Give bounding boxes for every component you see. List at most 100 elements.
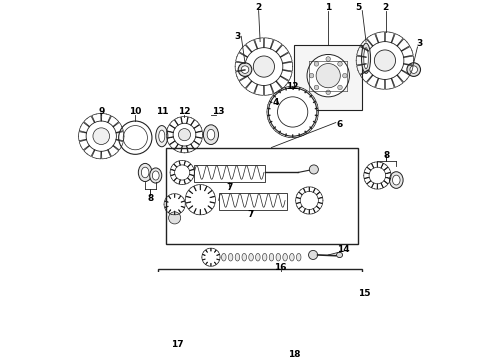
Circle shape: [374, 50, 395, 71]
Ellipse shape: [256, 253, 260, 261]
Text: 5: 5: [355, 3, 362, 12]
Circle shape: [316, 64, 341, 88]
Text: 3: 3: [234, 32, 241, 41]
Circle shape: [227, 285, 255, 312]
Circle shape: [161, 297, 188, 324]
Circle shape: [174, 165, 190, 180]
Text: 12: 12: [287, 82, 299, 91]
Ellipse shape: [221, 253, 226, 261]
Text: 2: 2: [255, 3, 262, 12]
Ellipse shape: [141, 167, 149, 178]
Ellipse shape: [217, 298, 223, 303]
Ellipse shape: [207, 308, 212, 314]
Text: 17: 17: [171, 340, 183, 349]
Text: 15: 15: [358, 289, 371, 298]
Circle shape: [166, 284, 188, 306]
Text: 10: 10: [129, 108, 142, 117]
Circle shape: [307, 54, 349, 97]
Circle shape: [234, 291, 249, 306]
Ellipse shape: [390, 172, 403, 188]
Circle shape: [123, 126, 147, 150]
Ellipse shape: [152, 171, 159, 180]
Ellipse shape: [276, 253, 281, 261]
Circle shape: [309, 251, 318, 260]
Text: 9: 9: [98, 108, 104, 117]
Circle shape: [245, 48, 283, 85]
Circle shape: [86, 121, 117, 151]
Circle shape: [338, 62, 342, 66]
Ellipse shape: [249, 253, 253, 261]
Circle shape: [178, 129, 191, 141]
Circle shape: [238, 63, 252, 76]
Circle shape: [338, 85, 342, 90]
Ellipse shape: [269, 253, 274, 261]
Text: 8: 8: [383, 150, 390, 159]
Text: 8: 8: [147, 194, 153, 203]
Text: 3: 3: [416, 39, 423, 48]
Ellipse shape: [337, 252, 343, 258]
Circle shape: [343, 73, 347, 78]
Text: 12: 12: [178, 108, 191, 117]
Bar: [226, 275, 332, 343]
Ellipse shape: [276, 97, 287, 104]
Bar: [195, 165, 265, 181]
Ellipse shape: [228, 253, 233, 261]
Ellipse shape: [149, 168, 162, 183]
Ellipse shape: [242, 253, 246, 261]
Text: 7: 7: [227, 183, 233, 192]
Ellipse shape: [296, 253, 301, 261]
Circle shape: [93, 128, 110, 144]
Circle shape: [173, 123, 196, 146]
Text: 18: 18: [288, 350, 300, 359]
Circle shape: [119, 121, 152, 154]
Ellipse shape: [283, 253, 287, 261]
Circle shape: [309, 165, 318, 174]
Ellipse shape: [159, 130, 165, 142]
Ellipse shape: [207, 287, 212, 293]
Circle shape: [314, 62, 319, 66]
Circle shape: [274, 103, 284, 113]
Bar: [219, 193, 287, 210]
Text: 2: 2: [382, 3, 388, 12]
Circle shape: [366, 42, 404, 80]
Circle shape: [253, 56, 274, 77]
Bar: [158, 269, 362, 356]
Text: 11: 11: [155, 108, 168, 117]
Text: 4: 4: [272, 98, 278, 107]
Text: 14: 14: [337, 245, 350, 254]
Text: 13: 13: [212, 108, 225, 117]
Circle shape: [410, 66, 417, 73]
Circle shape: [407, 63, 420, 76]
Circle shape: [309, 73, 314, 78]
Bar: [166, 148, 359, 244]
Circle shape: [269, 88, 317, 136]
Ellipse shape: [138, 163, 152, 181]
Ellipse shape: [290, 253, 294, 261]
Text: 7: 7: [248, 210, 254, 219]
Ellipse shape: [263, 253, 267, 261]
Ellipse shape: [392, 175, 400, 185]
Circle shape: [241, 66, 249, 73]
Polygon shape: [260, 288, 317, 312]
Ellipse shape: [156, 126, 168, 147]
Ellipse shape: [207, 129, 215, 140]
Text: 16: 16: [274, 262, 287, 271]
Circle shape: [369, 167, 386, 184]
Circle shape: [314, 85, 319, 90]
Bar: [188, 352, 396, 360]
Circle shape: [205, 296, 214, 305]
Circle shape: [277, 97, 308, 127]
Circle shape: [322, 295, 330, 303]
Circle shape: [160, 278, 194, 312]
Ellipse shape: [196, 298, 202, 303]
Bar: [294, 45, 362, 110]
Ellipse shape: [203, 125, 219, 144]
Circle shape: [300, 192, 318, 210]
Circle shape: [326, 90, 330, 95]
Circle shape: [326, 57, 330, 61]
Text: 6: 6: [337, 120, 343, 129]
Ellipse shape: [364, 48, 368, 69]
Ellipse shape: [362, 43, 370, 73]
Circle shape: [169, 212, 181, 224]
Ellipse shape: [235, 253, 240, 261]
